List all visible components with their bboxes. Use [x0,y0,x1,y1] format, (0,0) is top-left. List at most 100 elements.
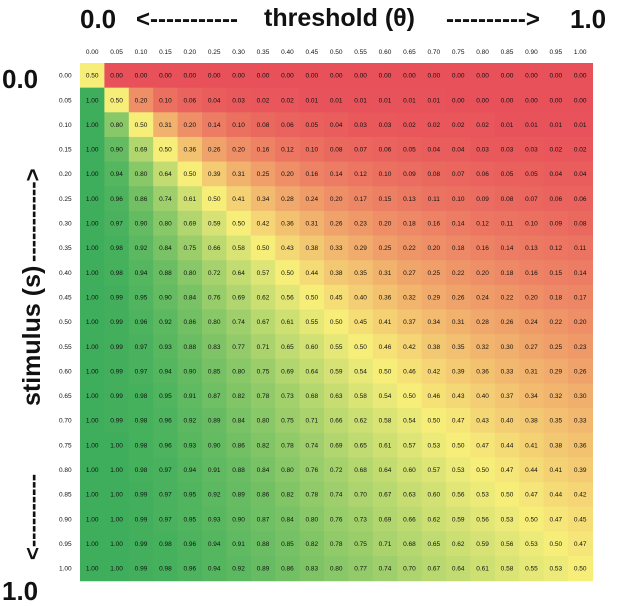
heatmap-cell [275,136,301,163]
heatmap-cell [372,210,398,237]
heatmap-cell [299,63,325,89]
cell-value-label: 0.99 [135,492,148,499]
heatmap-cell [372,334,398,360]
cell-value-label: 0.26 [501,319,514,326]
cell-value-label: 0.05 [525,171,538,178]
cell-value-label: 0.56 [281,294,294,301]
cell-value-label: 0.80 [208,319,221,326]
heatmap-cell [299,87,325,113]
heatmap-cell [446,136,471,163]
heatmap-cell [128,358,154,385]
cell-value-label: 0.69 [379,516,392,523]
cell-value-label: 0.42 [574,492,587,499]
cell-value-label: 0.90 [208,442,221,449]
heatmap-cell [397,309,423,335]
heatmap-cell [226,63,252,89]
cell-value-label: 0.10 [232,122,245,129]
heatmap-cell [543,482,569,508]
heatmap-cell [543,63,569,89]
cell-value-label: 0.99 [110,393,123,400]
heatmap-cell [348,112,374,138]
heatmap-cell [80,112,105,138]
heatmap-cell [153,284,179,311]
cell-value-label: 0.28 [476,319,489,326]
heatmap-cell [202,432,227,458]
heatmap-cell [446,87,471,113]
heatmap-cell [397,482,423,508]
heatmap-cell [568,432,593,458]
cell-value-label: 0.53 [549,566,562,573]
cell-value-label: 0.55 [525,566,538,573]
cell-value-label: 0.88 [183,344,196,351]
y-tick-label: 0.60 [59,368,72,375]
heatmap-cell [348,383,374,409]
cell-value-label: 0.69 [135,147,148,154]
cell-value-label: 0.07 [525,196,538,203]
heatmap-cell [421,260,447,286]
heatmap-cell [153,457,179,483]
heatmap-cell [202,556,227,582]
cell-value-label: 0.16 [427,221,440,228]
heatmap-cell [372,506,398,532]
cell-value-label: 0.70 [403,566,416,573]
heatmap-cell [421,383,447,409]
cell-value-label: 0.31 [159,122,172,129]
heatmap-cell [470,482,496,508]
heatmap-cell [543,383,569,409]
cell-value-label: 0.64 [159,171,172,178]
cell-value-label: 0.00 [281,73,294,80]
heatmap-cell [446,506,471,532]
heatmap-cell [250,432,276,458]
cell-value-label: 0.38 [427,344,440,351]
cell-value-label: 0.00 [452,97,465,104]
heatmap-cell [80,136,105,163]
cell-value-label: 0.61 [379,442,392,449]
cell-value-label: 0.29 [427,294,440,301]
cell-value-label: 0.03 [501,147,514,154]
heatmap-cell [128,506,154,532]
cell-value-label: 0.20 [476,270,489,277]
heatmap-cell [177,63,203,89]
cell-value-label: 0.55 [330,344,343,351]
cell-value-label: 0.00 [476,97,489,104]
heatmap-cell [104,383,130,409]
heatmap-cell [446,161,471,187]
heatmap-cell [226,482,252,508]
cell-value-label: 1.00 [86,566,99,573]
cell-value-label: 0.42 [427,368,440,375]
heatmap-cell [324,87,349,113]
cell-value-label: 0.37 [501,393,514,400]
cell-value-label: 0.50 [232,221,245,228]
cell-value-label: 0.44 [501,442,514,449]
heatmap-cell [519,432,545,458]
heatmap-cell [250,309,276,335]
cell-value-label: 0.04 [574,171,587,178]
heatmap-cell [348,309,374,335]
heatmap-cell [275,408,301,434]
cell-value-label: 0.97 [159,492,172,499]
heatmap-cell [543,432,569,458]
cell-value-label: 0.04 [452,147,465,154]
heatmap-cell [397,112,423,138]
heatmap-cell [226,506,252,532]
heatmap-cell [202,136,227,163]
cell-value-label: 0.83 [305,566,318,573]
cell-value-label: 0.86 [183,319,196,326]
x-tick-label: 0.10 [135,49,148,56]
cell-value-label: 0.50 [501,492,514,499]
cell-value-label: 0.84 [281,516,294,523]
cell-value-label: 0.86 [135,196,148,203]
heatmap-cell [543,408,569,434]
cell-value-label: 0.42 [403,344,416,351]
heatmap-cell [226,260,252,286]
heatmap-cell [348,358,374,385]
heatmap-cell [177,432,203,458]
heatmap-cell [421,309,447,335]
heatmap-cell [202,531,227,557]
cell-value-label: 0.36 [379,294,392,301]
cell-value-label: 0.00 [183,73,196,80]
cell-value-label: 0.15 [379,196,392,203]
heatmap-cell [299,112,325,138]
cell-value-label: 0.50 [452,442,465,449]
cell-value-label: 0.06 [549,196,562,203]
